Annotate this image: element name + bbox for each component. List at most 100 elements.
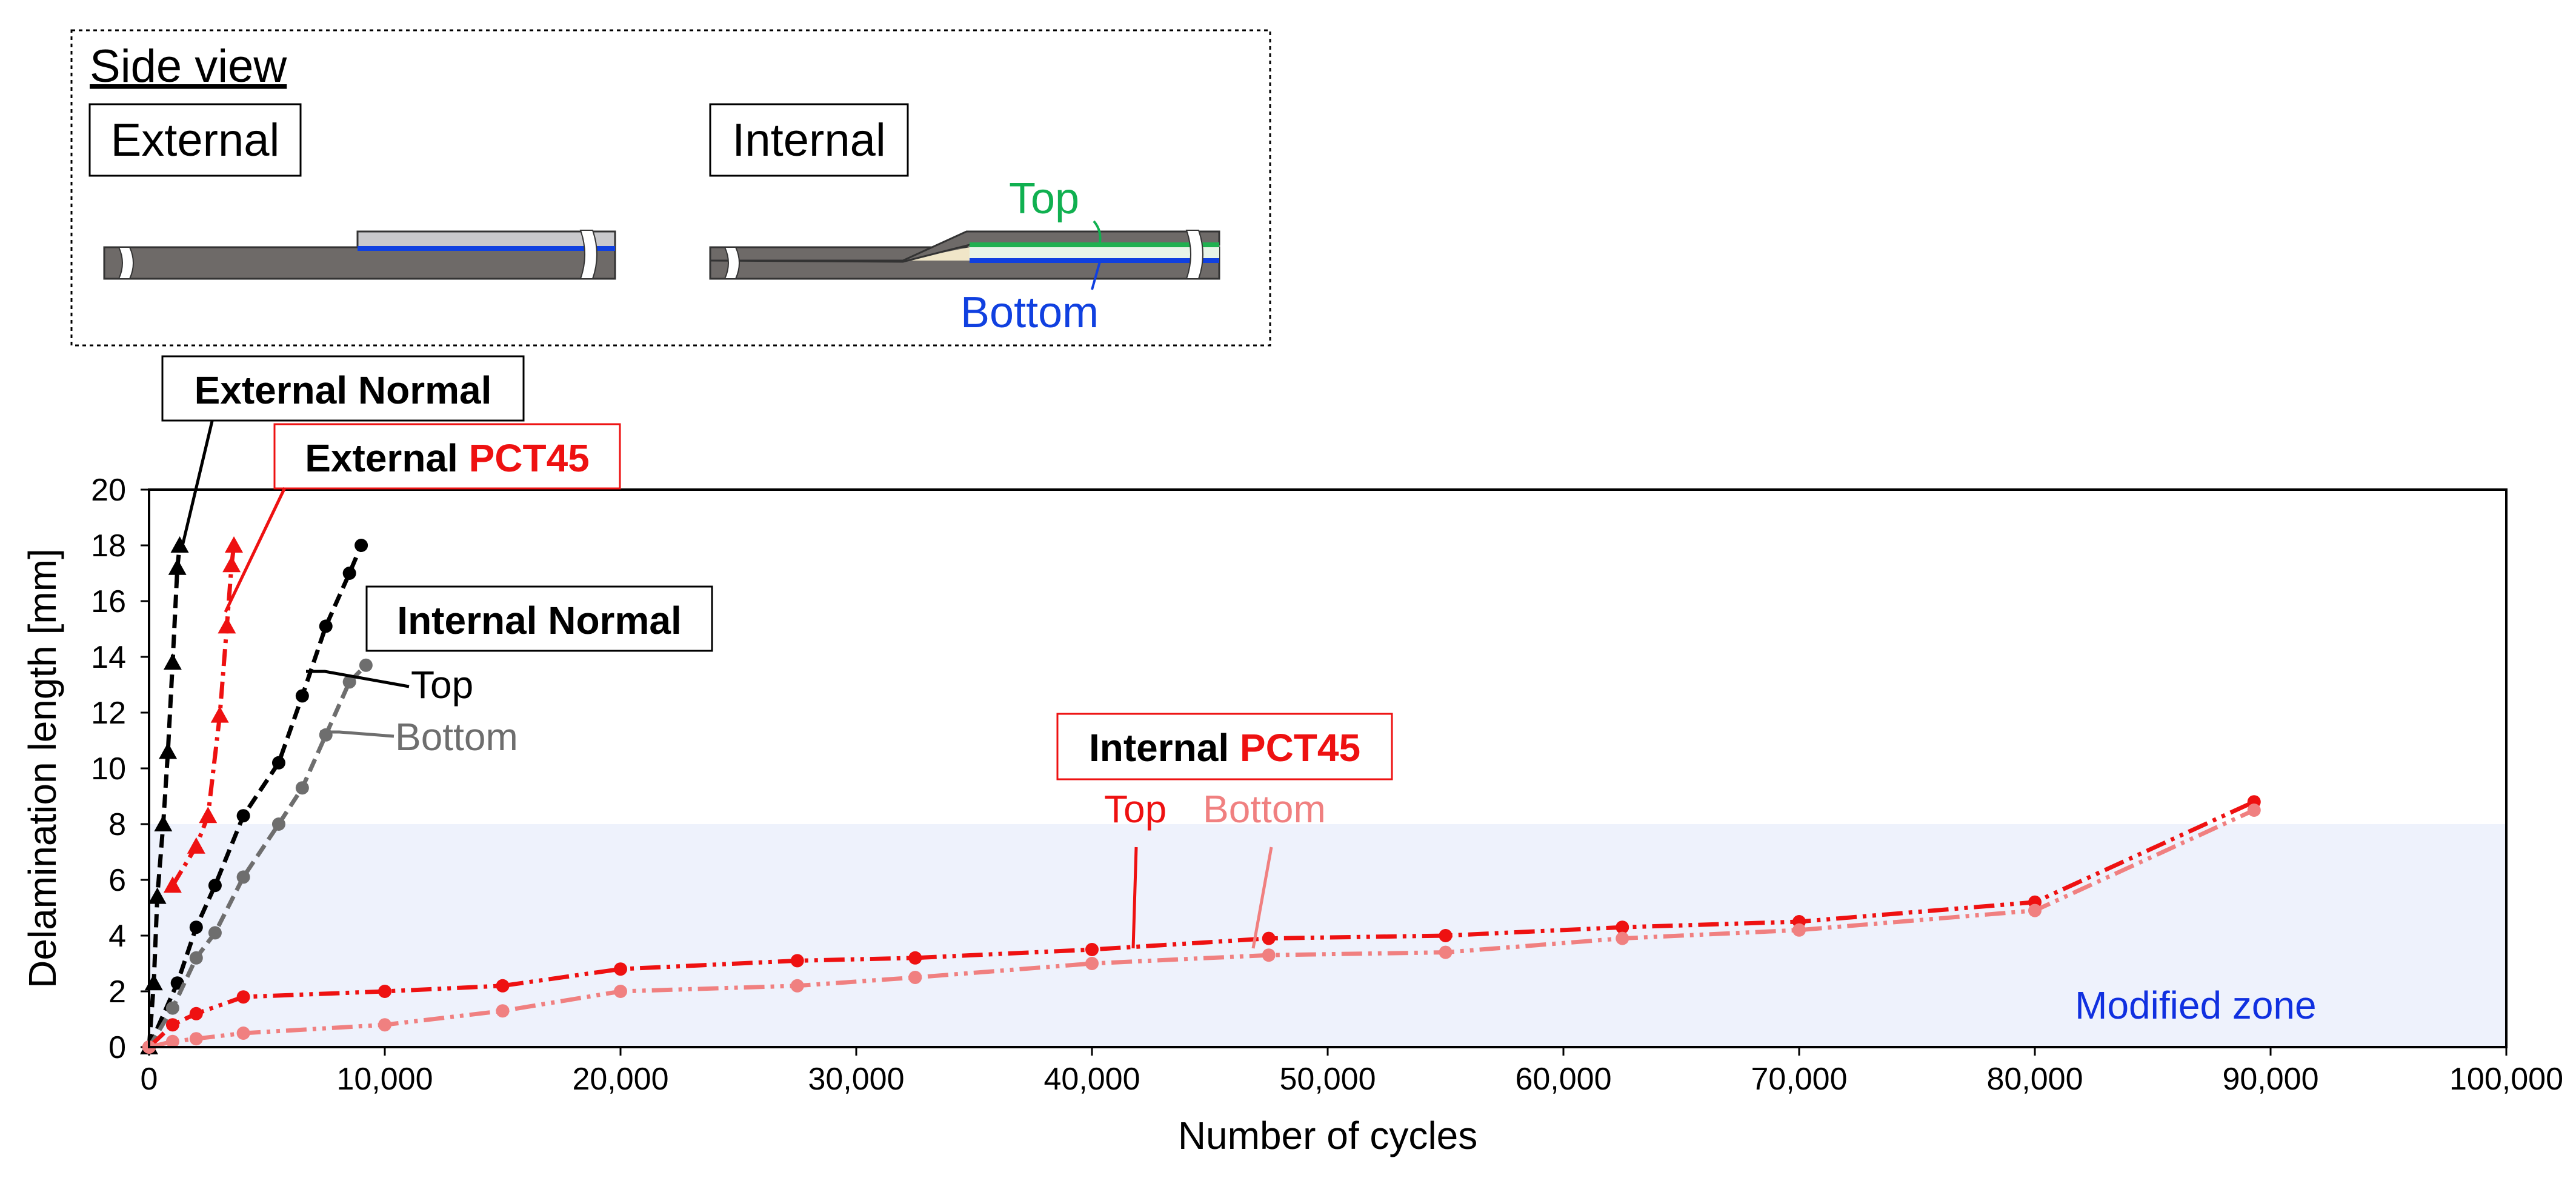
break-mark <box>1185 230 1203 279</box>
modified-zone-label: Modified zone <box>2075 983 2316 1027</box>
data-point <box>236 1027 250 1040</box>
data-point <box>163 876 182 893</box>
data-point <box>342 567 356 580</box>
series-line <box>147 800 2255 1049</box>
data-point <box>908 971 922 984</box>
internal-pct45-prefix: Internal <box>1089 726 1240 770</box>
inset-bottom-label: Bottom <box>960 288 1099 337</box>
callouts: External Normal External PCT45 Internal … <box>161 355 1393 949</box>
data-point <box>2247 804 2261 817</box>
y-tick-label: 18 <box>91 528 126 564</box>
series-line <box>147 544 364 1048</box>
data-point <box>1792 923 1806 937</box>
data-point <box>159 742 178 759</box>
external-joint-sketch <box>103 230 616 280</box>
data-point <box>295 689 309 703</box>
internal-pct45-top-leader <box>1131 847 1138 949</box>
chart: 0 10,000 20,000 30,000 40,000 50,000 60,000 70,… <box>21 473 2563 1157</box>
data-point <box>614 962 627 976</box>
inset-top-label: Top <box>1009 175 1079 223</box>
x-tick-label: 20,000 <box>572 1062 668 1097</box>
data-point <box>208 926 222 940</box>
internal-pct45-box <box>1056 713 1393 780</box>
y-axis-title: Delamination length [mm] <box>21 548 64 988</box>
data-point <box>354 539 368 552</box>
x-tick-label: 50,000 <box>1279 1062 1376 1097</box>
x-tick-label: 80,000 <box>1986 1062 2083 1097</box>
internal-label: Internal <box>732 115 886 166</box>
data-point <box>189 951 203 965</box>
y-tick-label: 6 <box>108 863 126 898</box>
data-point <box>496 1004 510 1018</box>
plot-frame <box>148 488 2508 1048</box>
internal-bond-layer <box>970 245 1219 261</box>
x-tick-label: 60,000 <box>1515 1062 1611 1097</box>
x-tick-label: 90,000 <box>2222 1062 2318 1097</box>
y-tick-label: 0 <box>108 1030 126 1065</box>
data-point <box>295 781 309 795</box>
external-normal-label: External Normal <box>195 368 492 412</box>
break-mark <box>118 247 134 279</box>
series-line <box>147 664 368 1048</box>
data-point <box>189 920 203 934</box>
data-point <box>2028 903 2042 917</box>
side-view-inset: Side view External Internal Top Bottom <box>70 29 1271 347</box>
internal-pct45-bottom-leader <box>1251 847 1273 949</box>
external-laminate <box>103 246 616 280</box>
internal-label-box <box>709 103 909 177</box>
data-point <box>790 954 804 968</box>
y-tick-label: 8 <box>108 807 126 842</box>
axis-tick-labels: 0 10,000 20,000 30,000 40,000 50,000 60,000 70,… <box>91 473 2563 1097</box>
external-pct45-label: External PCT45 <box>305 436 590 480</box>
data-point <box>218 617 236 634</box>
data-point <box>614 985 627 998</box>
break-mark <box>579 230 597 279</box>
series-line <box>147 545 182 1048</box>
external-pct45-leader <box>224 487 287 613</box>
data-point <box>148 887 167 904</box>
external-pct45-prefix: External <box>305 436 468 480</box>
data-point <box>319 728 333 742</box>
data-point <box>210 706 229 723</box>
inset-frame <box>70 29 1271 347</box>
inset-bottom-leader <box>1091 261 1101 290</box>
data-point <box>236 809 250 823</box>
data-point <box>1085 957 1099 970</box>
data-point <box>189 1032 203 1046</box>
y-tick-label: 2 <box>108 974 126 1010</box>
data-point <box>496 979 510 993</box>
series-internal-normal-bottom <box>142 658 373 1054</box>
x-tick-label: 70,000 <box>1751 1062 1847 1097</box>
internal-normal-bottom-label: Bottom <box>395 715 518 759</box>
data-point <box>170 536 189 553</box>
data-point <box>378 985 391 998</box>
data-point <box>378 1018 391 1032</box>
y-tick-label: 20 <box>91 473 126 508</box>
data-point <box>208 879 222 893</box>
data-point <box>1085 943 1099 956</box>
modified-zone-region <box>149 824 2506 1047</box>
x-tick-label: 10,000 <box>336 1062 433 1097</box>
data-point <box>1616 920 1629 934</box>
internal-pct45-bottom-label: Bottom <box>1203 787 1326 831</box>
data-point <box>163 653 182 670</box>
x-tick-label: 0 <box>141 1062 158 1097</box>
y-tick-label: 4 <box>108 919 126 954</box>
tick-marks <box>141 488 2508 1056</box>
external-normal-leader <box>180 421 214 549</box>
data-point <box>790 979 804 993</box>
data-point <box>187 837 205 854</box>
external-pct45-box <box>273 423 621 490</box>
data-point <box>222 556 241 573</box>
data-point <box>1439 945 1453 959</box>
external-label: External <box>111 115 280 166</box>
data-point <box>908 951 922 965</box>
data-point <box>189 1007 203 1020</box>
data-point <box>236 990 250 1004</box>
data-point <box>359 658 373 672</box>
data-point <box>165 1001 179 1015</box>
external-normal-box <box>161 355 525 422</box>
internal-normal-top-leader <box>306 670 410 688</box>
internal-pct45-highlight: PCT45 <box>1240 726 1360 770</box>
internal-normal-label: Internal Normal <box>397 599 681 642</box>
